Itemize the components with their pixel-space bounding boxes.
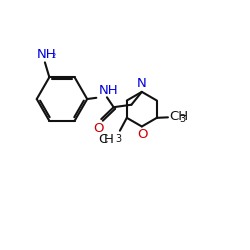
Text: 3: 3 [179, 114, 186, 124]
Text: $_2$: $_2$ [51, 52, 56, 62]
Text: N: N [137, 77, 147, 90]
Text: NH: NH [36, 48, 56, 61]
Text: CH: CH [170, 110, 188, 123]
Text: 3: 3 [115, 134, 121, 144]
Text: NH: NH [98, 84, 118, 97]
Text: C: C [98, 133, 108, 146]
Text: O: O [94, 122, 104, 134]
Text: O: O [138, 128, 148, 141]
Text: H: H [104, 133, 114, 146]
